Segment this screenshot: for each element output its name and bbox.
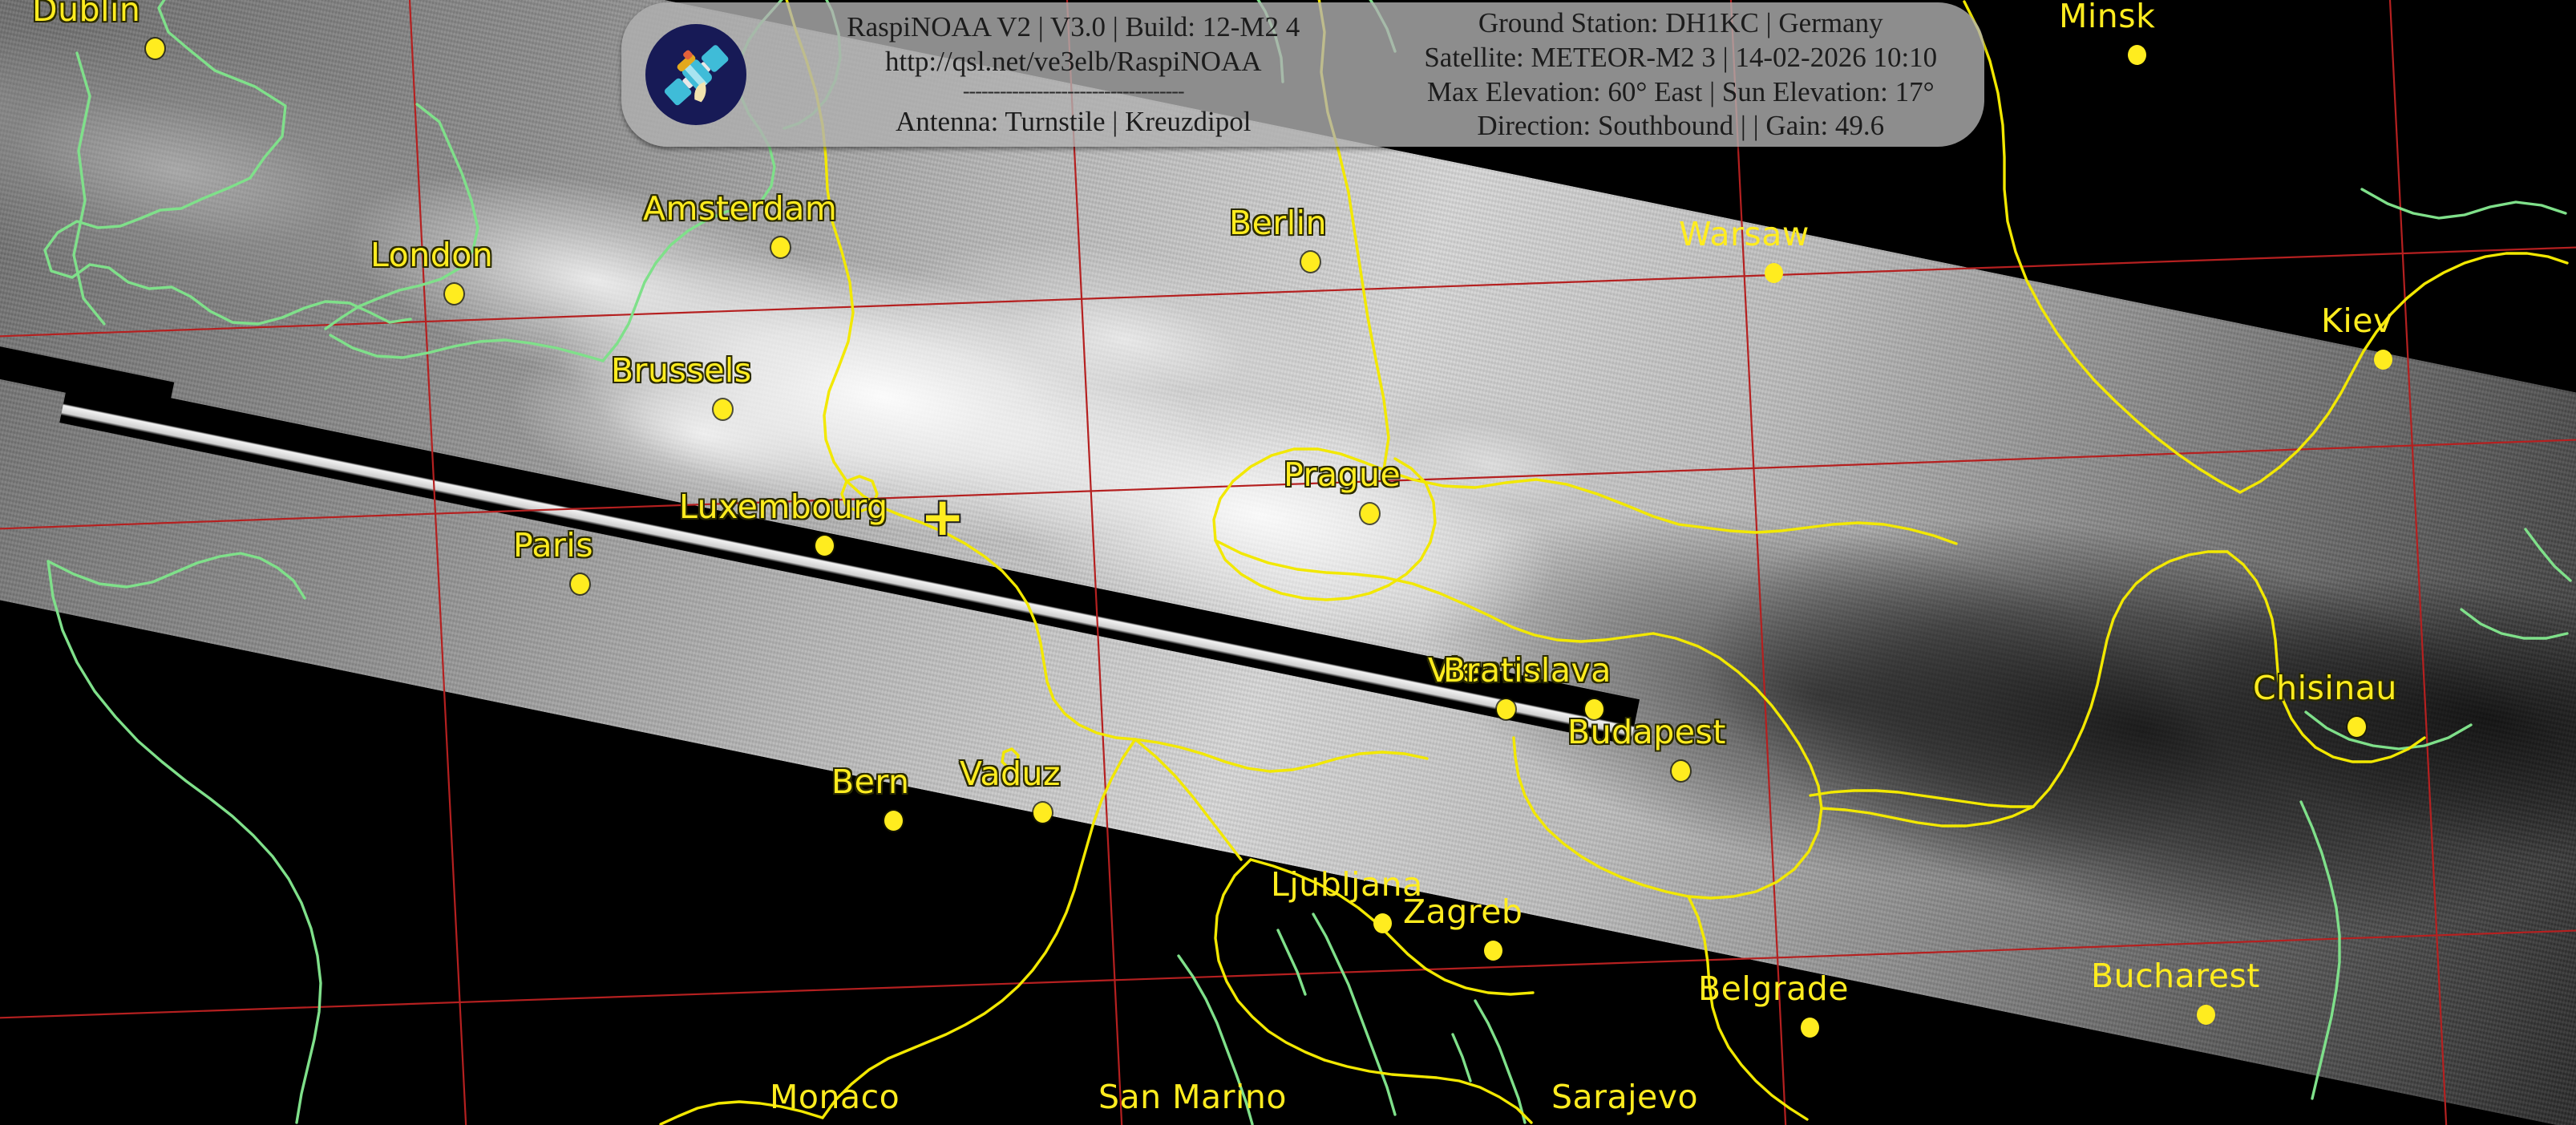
city-label: Berlin [1229, 204, 1327, 242]
city-marker-dot [1373, 913, 1392, 933]
city-label: Vaduz [960, 755, 1062, 793]
city-marker-dot [1801, 1018, 1819, 1038]
direction-gain-line: Direction: Southbound | | Gain: 49.6 [1477, 110, 1885, 142]
info-panel: RaspiNOAA V2 | V3.0 | Build: 12-M2 4 htt… [621, 2, 1984, 147]
city-label: Brussels [611, 351, 752, 390]
logo-container [621, 2, 770, 147]
satellite-icon-glyph [664, 45, 728, 106]
city-label: Bratislava [1443, 651, 1612, 690]
city-label: Zagreb [1403, 892, 1523, 931]
city-marker-dot [1301, 252, 1320, 272]
city-marker-dot [445, 284, 463, 304]
city-marker-dot [1361, 504, 1379, 524]
city-label: Ljubljana [1271, 865, 1423, 904]
city-marker-dot [714, 399, 732, 419]
city-label: Amsterdam [643, 189, 838, 228]
city-label: Luxembourg [679, 488, 888, 526]
city-marker-dot [1765, 263, 1783, 283]
city-marker-dot [771, 237, 790, 257]
panel-divider-line: ------------------------------------ [962, 79, 1185, 103]
ground-station-marker: + [920, 486, 965, 548]
elevation-line: Max Elevation: 60° East | Sun Elevation:… [1426, 75, 1935, 107]
city-label: London [370, 236, 494, 274]
city-marker-dot [884, 811, 903, 831]
city-label: San Marino [1098, 1078, 1287, 1116]
software-build-line: RaspiNOAA V2 | V3.0 | Build: 12-M2 4 [847, 10, 1300, 42]
panel-right-column: Ground Station: DH1KC | Germany Satellit… [1377, 8, 1985, 141]
project-url-line: http://qsl.net/ve3elb/RaspiNOAA [884, 45, 1262, 77]
satellite-datetime-line: Satellite: METEOR-M2 3 | 14-02-2026 10:1… [1424, 41, 1938, 73]
city-label: Budapest [1567, 713, 1726, 751]
city-label: Chisinau [2253, 669, 2397, 707]
city-label: Belgrade [1698, 969, 1849, 1008]
city-marker-dot [146, 38, 164, 59]
panel-left-column: RaspiNOAA V2 | V3.0 | Build: 12-M2 4 htt… [770, 10, 1377, 138]
city-marker-dot [1484, 941, 1502, 961]
city-label: Warsaw [1679, 215, 1810, 253]
city-label: Dublin [32, 0, 141, 29]
antenna-line: Antenna: Turnstile | Kreuzdipol [896, 106, 1252, 138]
city-label: Minsk [2059, 0, 2156, 35]
city-label: Prague [1284, 455, 1401, 494]
city-marker-dot [2374, 350, 2392, 370]
city-marker-dot [1033, 803, 1052, 823]
city-marker-dot [571, 574, 589, 594]
city-marker-dot [2348, 717, 2366, 737]
city-marker-dot [2128, 45, 2146, 65]
city-label: Paris [513, 526, 594, 565]
city-label: Vienna [1428, 651, 1543, 690]
city-label: Sarajevo [1551, 1078, 1699, 1116]
city-marker-dot [1672, 761, 1690, 781]
city-label: Bern [831, 763, 910, 801]
city-marker-dot [1497, 699, 1515, 719]
city-marker-dot [1585, 699, 1603, 719]
city-label: Kiev [2321, 301, 2393, 340]
city-marker-dot [2197, 1005, 2215, 1025]
city-label: Monaco [770, 1078, 900, 1116]
satellite-icon [645, 24, 746, 125]
ground-station-line: Ground Station: DH1KC | Germany [1478, 6, 1883, 38]
city-label: Bucharest [2091, 957, 2260, 995]
panel-columns: RaspiNOAA V2 | V3.0 | Build: 12-M2 4 htt… [770, 2, 1984, 147]
city-marker-dot [815, 536, 834, 556]
